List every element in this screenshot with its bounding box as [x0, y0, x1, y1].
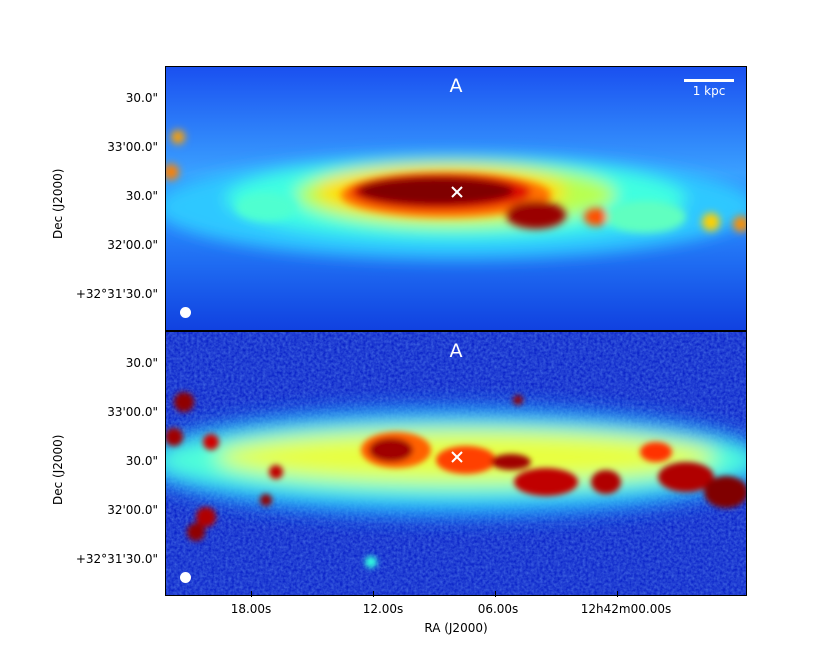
center-marker [451, 451, 463, 463]
top-panel: A 1 kpc [165, 66, 747, 331]
x-tick-mark [495, 591, 496, 597]
bottom-panel: A [165, 331, 747, 596]
x-tick-mark [617, 591, 618, 597]
ytick-label: 32'00.0" [107, 238, 158, 252]
panel-label: A [449, 340, 463, 362]
xtick-label: 18.00s [230, 602, 272, 616]
ytick-label: 33'00.0" [107, 405, 158, 419]
ytick-label: 33'00.0" [107, 140, 158, 154]
x-tick-mark [373, 591, 374, 597]
x-axis-label: RA (J2000) [424, 621, 488, 635]
ytick-label: 30.0" [125, 356, 158, 370]
y-axis-label: Dec (J2000) [51, 168, 65, 239]
ytick-label: 32'00.0" [107, 503, 158, 517]
panel-label: A [449, 75, 463, 97]
x-tick-mark [251, 591, 252, 597]
xtick-label: 12h42m00.00s [580, 602, 672, 616]
top-image [166, 67, 746, 330]
ytick-label: 30.0" [125, 189, 158, 203]
ytick-label: +32°31'30.0" [75, 287, 158, 301]
scale-bar-line [684, 79, 734, 82]
xtick-label: 12.00s [362, 602, 404, 616]
ytick-label: +32°31'30.0" [75, 552, 158, 566]
ytick-label: 30.0" [125, 454, 158, 468]
scale-bar-label: 1 kpc [692, 84, 726, 98]
beam-marker [180, 572, 191, 583]
ytick-label: 30.0" [125, 91, 158, 105]
bottom-image [166, 332, 746, 595]
beam-marker [180, 307, 191, 318]
center-marker [451, 186, 463, 198]
xtick-label: 06.00s [477, 602, 519, 616]
y-axis-label: Dec (J2000) [51, 434, 65, 505]
scale-bar: 1 kpc [684, 79, 734, 98]
